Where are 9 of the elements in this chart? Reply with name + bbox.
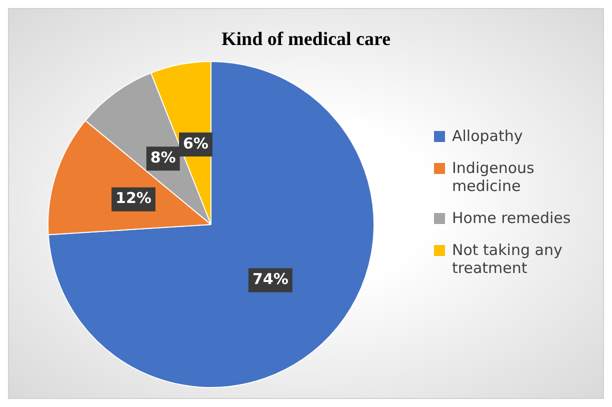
legend-label: Indigenous medicine <box>452 159 536 195</box>
data-label: 74% <box>252 270 288 288</box>
legend-label: Home remedies <box>452 209 571 227</box>
legend-label: Not taking any treatment <box>452 241 564 277</box>
data-label: 12% <box>116 189 152 208</box>
chart-title: Kind of medical care <box>220 29 392 51</box>
slice-label: Allopathy <box>452 127 523 145</box>
data-label: 8% <box>150 148 176 166</box>
data-label: 6% <box>182 134 208 152</box>
